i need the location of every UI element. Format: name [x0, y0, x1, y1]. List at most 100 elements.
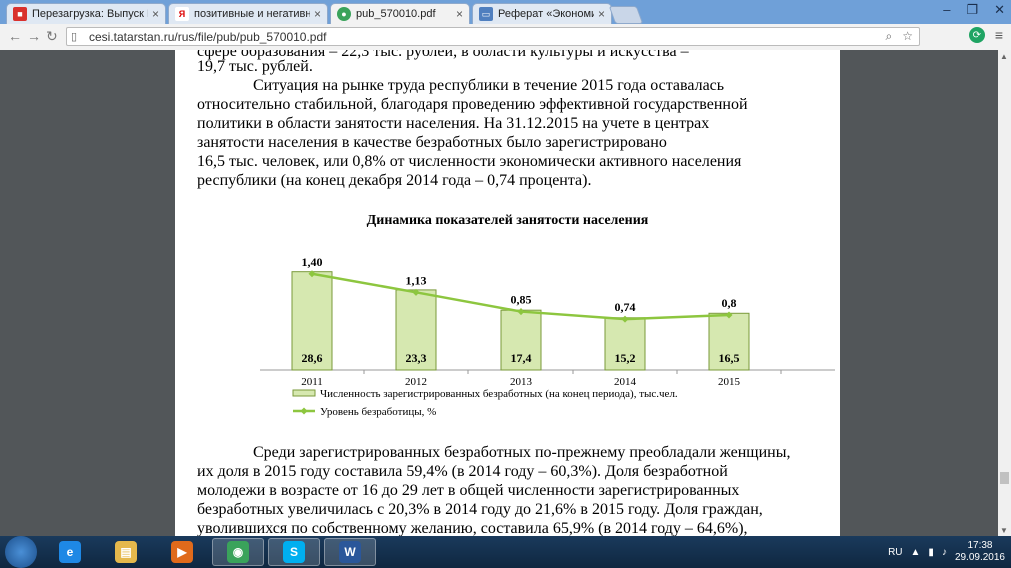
maximize-icon[interactable]: ❐ — [966, 2, 979, 17]
line-label-2012: 1,13 — [406, 273, 427, 287]
bar-label-2012: 23,3 — [406, 351, 427, 365]
line-point-2013 — [517, 308, 525, 316]
pdf-viewer: сфере образования – 22,3 тыс. рублей, в … — [0, 50, 998, 536]
text-line: молодежи в возрасте от 16 до 29 лет в об… — [197, 482, 740, 499]
extension-icon[interactable]: ⟳ — [968, 27, 985, 43]
bar-label-2011: 28,6 — [302, 351, 323, 365]
text-line: Среди зарегистрированных безработных по-… — [253, 444, 791, 461]
system-tray: RU ▲ ▮ ♪ 17:38 29.09.2016 — [888, 536, 1011, 568]
menu-icon[interactable]: ≡ — [994, 27, 1003, 43]
text-line: занятости населения в качестве безработн… — [197, 134, 667, 151]
tab-strip: ■ Перезагрузка: Выпуск N × Я позитивные … — [0, 0, 1011, 24]
reload-icon[interactable]: ↻ — [46, 28, 58, 44]
network-icon[interactable]: ▮ — [928, 546, 934, 558]
close-icon[interactable]: × — [151, 7, 159, 21]
skype-icon: S — [283, 541, 305, 563]
bar-label-2015: 16,5 — [719, 351, 740, 365]
line-point-2015 — [725, 311, 733, 319]
legend-bar-label: Численность зарегистрированных безработн… — [320, 388, 678, 400]
x-tick-label-2011: 2011 — [301, 376, 323, 388]
address-bar[interactable]: ▯ cesi.tatarstan.ru/rus/file/pub/pub_570… — [66, 27, 920, 46]
tab-label: Реферат «Экономико-г — [498, 8, 594, 20]
ie-icon: e — [59, 541, 81, 563]
close-icon[interactable]: × — [597, 7, 605, 21]
legend-line-label: Уровень безработицы, % — [320, 406, 436, 418]
line-label-2013: 0,85 — [511, 293, 532, 307]
clock[interactable]: 17:38 29.09.2016 — [955, 540, 1005, 564]
bar-2013 — [500, 309, 542, 371]
scroll-up-icon[interactable]: ▲ — [1000, 52, 1008, 61]
line-point-2014 — [621, 315, 629, 323]
legend-line-marker — [300, 407, 308, 415]
close-icon[interactable]: × — [313, 7, 321, 21]
bar-2015 — [708, 312, 750, 371]
taskbar: e ▤ ▶ ◉ S W RU ▲ ▮ ♪ 17:38 29.09.2016 — [0, 536, 1011, 568]
text-line: республики (на конец декабря 2014 года –… — [197, 172, 592, 189]
monitor-icon: ▭ — [479, 7, 493, 21]
bar-2014 — [604, 317, 646, 371]
pdf-page: сфере образования – 22,3 тыс. рублей, в … — [175, 50, 840, 536]
line-label-2014: 0,74 — [615, 300, 636, 314]
yandex-icon: Я — [175, 7, 189, 21]
window-controls: – ❐ ✕ — [943, 2, 1005, 18]
text-line: уволившихся по собственному желанию, сос… — [197, 520, 748, 536]
taskbar-app-chrome[interactable]: ◉ — [212, 538, 264, 566]
text-line: сфере образования – 22,3 тыс. рублей, в … — [197, 50, 689, 60]
bar-2012 — [395, 289, 437, 371]
forward-icon[interactable]: → — [27, 28, 41, 44]
news-icon: ■ — [13, 7, 27, 21]
line-label-2015: 0,8 — [722, 296, 737, 310]
line-point-2012 — [412, 288, 420, 296]
clock-time: 17:38 — [967, 540, 993, 551]
taskbar-app-media-player[interactable]: ▶ — [156, 538, 208, 566]
employment-chart: 28,6 2011 23,3 2012 17,4 2013 15,2 2014 16,5 2015… — [260, 255, 835, 418]
taskbar-app-word[interactable]: W — [324, 538, 376, 566]
close-window-icon[interactable]: ✕ — [994, 2, 1005, 17]
text-line: 19,7 тыс. рублей. — [197, 58, 313, 75]
volume-icon[interactable]: ♪ — [941, 546, 947, 558]
language-indicator[interactable]: RU — [888, 546, 903, 558]
pdf-icon: ● — [337, 7, 351, 21]
x-tick-label-2013: 2013 — [510, 376, 533, 388]
tab-referat[interactable]: ▭ Реферат «Экономико-г × — [472, 3, 612, 24]
word-icon: W — [339, 541, 361, 563]
taskbar-app-explorer[interactable]: ▤ — [100, 538, 152, 566]
media-player-icon: ▶ — [171, 541, 193, 563]
search-icon[interactable]: ⌕ — [885, 29, 893, 43]
browser-toolbar: ← → ↻ ▯ cesi.tatarstan.ru/rus/file/pub/p… — [0, 24, 1011, 51]
text-line: Ситуация на рынке труда республики в теч… — [253, 77, 725, 94]
vertical-scrollbar[interactable]: ▲ ▼ — [998, 50, 1011, 536]
close-icon[interactable]: × — [455, 7, 463, 21]
x-tick-label-2014: 2014 — [614, 376, 637, 388]
legend-bar-swatch — [292, 389, 316, 397]
chrome-icon: ◉ — [227, 541, 249, 563]
star-icon[interactable]: ☆ — [902, 29, 913, 43]
start-button[interactable] — [5, 536, 37, 568]
minimize-icon[interactable]: – — [943, 2, 951, 17]
tab-label: pub_570010.pdf — [356, 8, 436, 20]
bar-label-2013: 17,4 — [511, 351, 532, 365]
new-tab-button[interactable] — [608, 6, 644, 24]
url-text: cesi.tatarstan.ru/rus/file/pub/pub_57001… — [89, 30, 327, 44]
bar-label-2014: 15,2 — [615, 351, 636, 365]
explorer-icon: ▤ — [115, 541, 137, 563]
x-tick-label-2015: 2015 — [718, 376, 741, 388]
text-line: относительно стабильной, благодаря прове… — [197, 96, 748, 113]
scrollbar-thumb[interactable] — [1000, 472, 1009, 484]
back-icon[interactable]: ← — [8, 28, 22, 44]
tab-pdf[interactable]: ● pub_570010.pdf × — [330, 3, 470, 24]
taskbar-app-ie[interactable]: e — [44, 538, 96, 566]
tab-yandex[interactable]: Я позитивные и негативн × — [168, 3, 328, 24]
line-point-2011 — [308, 270, 316, 278]
text-line: их доля в 2015 году составила 59,4% (в 2… — [197, 463, 728, 480]
chart-title: Динамика показателей занятости населения — [366, 213, 649, 228]
taskbar-app-skype[interactable]: S — [268, 538, 320, 566]
tab-label: Перезагрузка: Выпуск N — [32, 8, 148, 20]
x-tick-label-2012: 2012 — [405, 376, 427, 388]
tray-arrow-icon[interactable]: ▲ — [910, 546, 921, 558]
tab-label: позитивные и негативн — [194, 8, 310, 20]
bar-2011 — [291, 271, 333, 371]
text-line: политики в области занятости населения. … — [197, 115, 710, 132]
tab-news[interactable]: ■ Перезагрузка: Выпуск N × — [6, 3, 166, 24]
scroll-down-icon[interactable]: ▼ — [1000, 526, 1008, 535]
